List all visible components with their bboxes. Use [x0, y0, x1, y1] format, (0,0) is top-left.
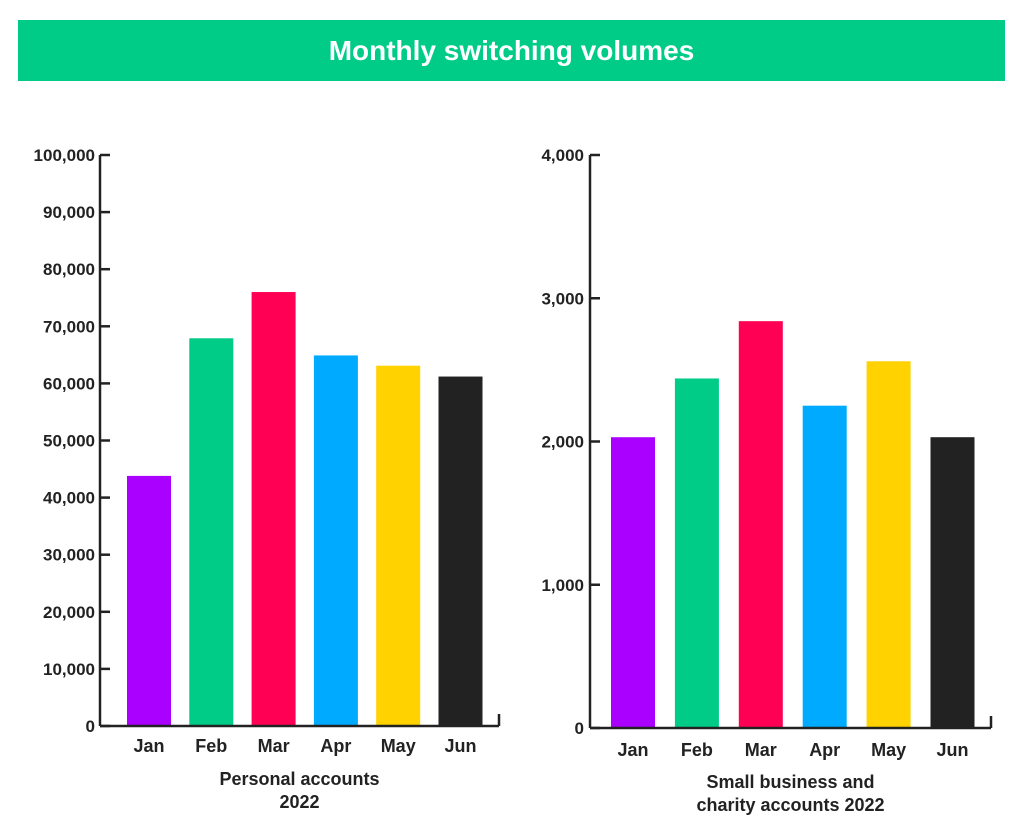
bar-jan [611, 437, 655, 728]
x-tick-label: Feb [681, 740, 713, 760]
personal-accounts-chart: 0 10,000 20,000 30,000 40,000 50,000 60,000 70,… [34, 146, 501, 812]
x-tick-label: May [871, 740, 906, 760]
x-tick-label: Apr [809, 740, 840, 760]
bar-apr [313, 355, 358, 726]
x-axis-label: Personal accounts [219, 769, 379, 789]
bar-jan [127, 475, 171, 726]
x-tick-label: Feb [195, 736, 227, 756]
title-banner: Monthly switching volumes [18, 20, 1005, 81]
y-tick-label: 3,000 [541, 289, 584, 308]
y-tick-label: 0 [86, 717, 95, 736]
x-tick-label: Jan [617, 740, 648, 760]
bar-mar [738, 321, 783, 728]
y-tick-label: 0 [575, 719, 584, 738]
y-tick-label: 40,000 [43, 489, 95, 508]
bar-may [866, 361, 911, 728]
y-tick-label: 10,000 [43, 660, 95, 679]
x-tick-label: Apr [320, 736, 351, 756]
y-tick-label: 80,000 [43, 260, 95, 279]
chart-title: Monthly switching volumes [328, 34, 695, 66]
bar-jun [438, 376, 483, 726]
bar-jun [930, 437, 975, 728]
bar-mar [251, 292, 296, 726]
y-tick-label: 20,000 [43, 603, 95, 622]
x-tick-label: May [381, 736, 416, 756]
x-axis-label: 2022 [279, 792, 319, 812]
bar-feb [674, 378, 719, 728]
y-tick-label: 50,000 [43, 432, 95, 451]
y-tick-label: 4,000 [541, 146, 584, 165]
small-business-charity-chart: 0 1,000 2,000 3,000 4,000 Jan Feb Mar Apr May Jun S… [541, 146, 993, 815]
y-tick-label: 70,000 [43, 317, 95, 336]
x-tick-label: Jun [936, 740, 968, 760]
y-tick-label: 60,000 [43, 374, 95, 393]
y-tick-label: 1,000 [541, 576, 584, 595]
x-tick-label: Jun [444, 736, 476, 756]
x-axis-label: Small business and [706, 772, 874, 792]
x-tick-label: Jan [133, 736, 164, 756]
y-tick-label: 30,000 [43, 546, 95, 565]
bar-feb [189, 338, 234, 726]
x-tick-label: Mar [745, 740, 777, 760]
y-tick-label: 90,000 [43, 203, 95, 222]
x-tick-label: Mar [258, 736, 290, 756]
y-tick-label: 2,000 [541, 433, 584, 452]
x-axis-label: charity accounts 2022 [696, 795, 884, 815]
bar-apr [802, 405, 847, 728]
y-tick-label: 100,000 [34, 146, 95, 165]
bar-may [376, 365, 421, 726]
